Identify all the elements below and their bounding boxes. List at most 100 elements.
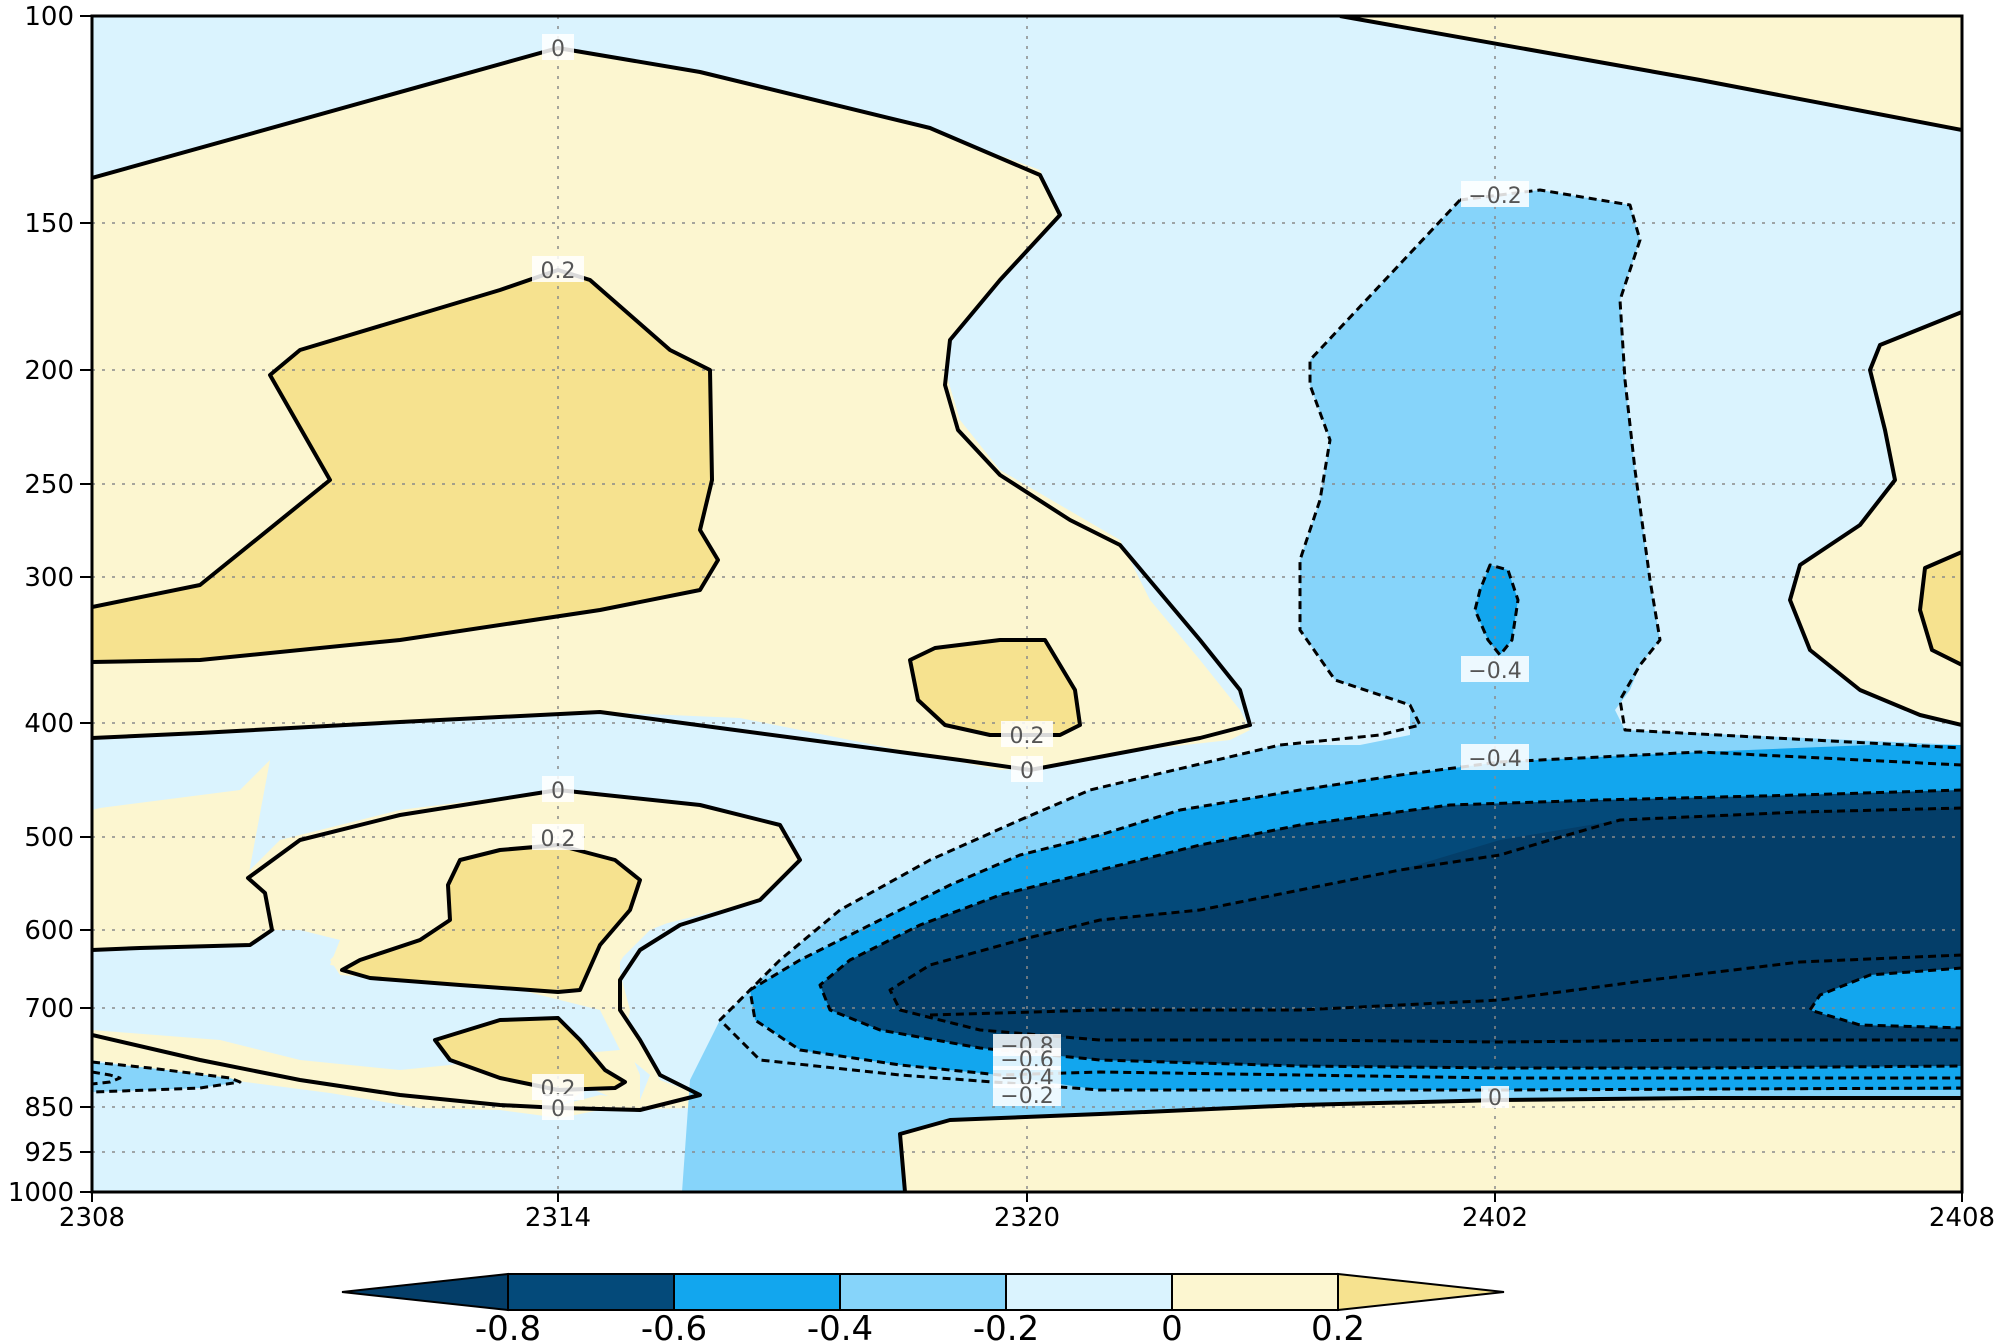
contour-0.2-mid-left-1 xyxy=(340,843,642,994)
y-tick: 300 xyxy=(24,563,92,593)
contour-0.2-core-2320 xyxy=(908,638,1082,737)
svg-text:400: 400 xyxy=(24,709,74,739)
y-tick: 500 xyxy=(24,823,92,853)
svg-text:2408: 2408 xyxy=(1929,1203,1995,1233)
contour-0-upper-left xyxy=(92,46,1252,772)
y-tick: 250 xyxy=(24,470,92,500)
svg-text:0.2: 0.2 xyxy=(1010,724,1045,749)
colorbar-extend-high xyxy=(1337,1272,1505,1312)
contour-neg0.8-lower xyxy=(929,953,1962,1017)
y-tick: 400 xyxy=(24,709,92,739)
y-tick: 600 xyxy=(24,916,92,946)
y-tick: 150 xyxy=(24,209,92,239)
colorbar-segment xyxy=(507,1273,675,1311)
x-tick: 2320 xyxy=(994,1192,1060,1233)
contour-0-near-surface xyxy=(898,1096,1962,1192)
x-tick: 2402 xyxy=(1462,1192,1528,1233)
fill-positive-core-mid-left-1 xyxy=(342,845,640,992)
colorbar-label: -0.4 xyxy=(807,1309,873,1344)
fill-positive-core-2320 xyxy=(910,640,1080,735)
contour-label: 0.2 xyxy=(1001,721,1053,749)
contour-label: 0 xyxy=(1011,756,1043,784)
fill-neg-below-0.8 xyxy=(890,808,1962,1042)
y-tick: 1000 xyxy=(8,1178,92,1208)
svg-text:0: 0 xyxy=(551,37,565,62)
svg-text:0.2: 0.2 xyxy=(541,827,576,852)
contour-label: −0.4 xyxy=(1461,744,1529,772)
contour-neg0.4-lower-left xyxy=(92,1070,122,1086)
y-axis: 100 150 200 250 300 400 500 600 xyxy=(8,2,92,1208)
colorbar-label: 0.2 xyxy=(1311,1309,1365,1344)
svg-text:0: 0 xyxy=(1020,759,1034,784)
svg-text:−0.2: −0.2 xyxy=(1000,1084,1053,1109)
colorbar-label: 0 xyxy=(1161,1309,1183,1344)
svg-text:600: 600 xyxy=(24,916,74,946)
fill-positive-core-right-edge xyxy=(1920,552,1962,665)
svg-text:2320: 2320 xyxy=(994,1203,1060,1233)
svg-text:0: 0 xyxy=(1488,1086,1502,1111)
svg-text:700: 700 xyxy=(24,994,74,1024)
svg-text:1000: 1000 xyxy=(8,1178,74,1208)
fill-neg-lower-left-tongue xyxy=(92,1062,240,1092)
y-tick: 100 xyxy=(24,2,92,32)
contour-neg0.2-column-left xyxy=(718,198,1962,1092)
contour-neg0.4-tongue xyxy=(748,750,1962,1080)
svg-text:250: 250 xyxy=(24,470,74,500)
fill-positive-right-edge xyxy=(1790,312,1962,725)
svg-text:0: 0 xyxy=(551,1097,565,1122)
x-tick: 2308 xyxy=(59,1192,125,1233)
fill-positive-core-mid-left-2 xyxy=(435,1018,625,1090)
contour-label: −0.2 xyxy=(1461,181,1529,209)
y-tick: 700 xyxy=(24,994,92,1024)
colorbar-extend-low xyxy=(341,1272,509,1312)
fill-positive-mid-left xyxy=(92,760,272,950)
y-tick: 925 xyxy=(24,1138,92,1168)
svg-text:2308: 2308 xyxy=(59,1203,125,1233)
fill-positive-upper-right xyxy=(1340,16,1962,130)
contour-lines xyxy=(92,16,1962,1192)
colorbar-segment xyxy=(1005,1273,1173,1311)
x-axis: 2308 2314 2320 2402 2408 xyxy=(59,1192,1995,1233)
fill-positive-near-surface-right xyxy=(900,1098,1962,1192)
contour-label: 0.2 xyxy=(532,824,584,852)
svg-text:−0.2: −0.2 xyxy=(1468,184,1521,209)
colorbar-label: -0.6 xyxy=(641,1309,707,1344)
contour-label: 0 xyxy=(542,34,574,62)
svg-text:925: 925 xyxy=(24,1138,74,1168)
colorbar-segment xyxy=(839,1273,1007,1311)
x-tick: 2314 xyxy=(525,1192,591,1233)
svg-text:2314: 2314 xyxy=(525,1203,591,1233)
contour-neg0.6 xyxy=(818,788,1962,1070)
y-tick: 200 xyxy=(24,356,92,386)
colorbar-segment xyxy=(1171,1273,1339,1311)
svg-text:−0.4: −0.4 xyxy=(1468,659,1521,684)
contour-label: 0.2 xyxy=(532,256,584,284)
svg-text:−0.4: −0.4 xyxy=(1468,747,1521,772)
contour-label: 0 xyxy=(542,1094,574,1122)
svg-text:300: 300 xyxy=(24,563,74,593)
svg-text:500: 500 xyxy=(24,823,74,853)
contour-labels: 0 0.2 0.2 0 0 0.2 0.2 0 xyxy=(532,34,1529,1122)
contour-neg0.4-pocket xyxy=(1473,563,1520,657)
svg-text:2402: 2402 xyxy=(1462,1203,1528,1233)
fill-neg-pocket-lower-right xyxy=(1810,968,1962,1028)
contour-label: −0.2 xyxy=(993,1084,1061,1109)
svg-text:0.2: 0.2 xyxy=(541,259,576,284)
svg-text:150: 150 xyxy=(24,209,74,239)
contour-neg0.2-column xyxy=(1459,188,1962,750)
contour-0.2-upper-left xyxy=(92,268,720,664)
contour-label: 0 xyxy=(1481,1086,1509,1111)
contour-0-right-edge xyxy=(1788,310,1962,727)
svg-text:100: 100 xyxy=(24,2,74,32)
y-tick: 850 xyxy=(24,1093,92,1123)
contour-label: −0.4 xyxy=(1461,656,1529,684)
svg-text:850: 850 xyxy=(24,1093,74,1123)
contour-neg0.8 xyxy=(888,806,1962,1044)
colorbar-label: -0.2 xyxy=(973,1309,1039,1344)
contour-0.2-mid-left-2 xyxy=(433,1016,627,1092)
contour-0-mid-left xyxy=(92,788,802,1112)
contour-0-upper-right xyxy=(1339,16,1962,132)
contour-fills xyxy=(92,16,1962,1192)
